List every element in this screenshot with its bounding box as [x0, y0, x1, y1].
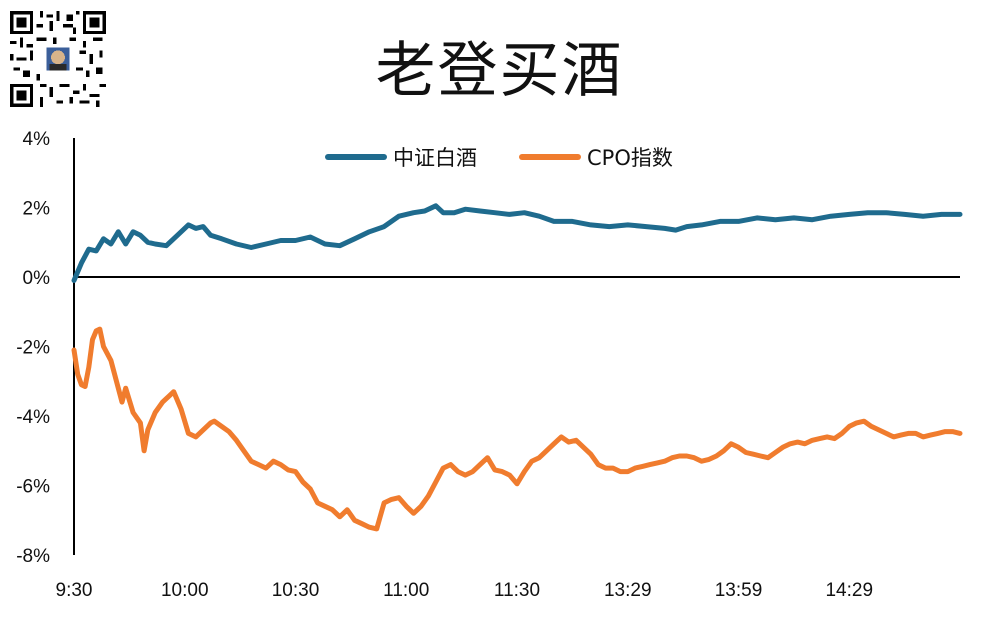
series-line-1	[71, 203, 963, 283]
qr-code-icon	[10, 11, 106, 107]
legend: 中证白酒 CPO指数	[325, 146, 673, 170]
y-tick-label: -8%	[16, 546, 50, 567]
series-line-2	[71, 326, 963, 532]
x-tick-label: 13:29	[604, 580, 652, 601]
legend-label-1: 中证白酒	[393, 146, 477, 170]
x-tick-label: 11:30	[494, 580, 540, 601]
avatar-icon	[43, 44, 73, 74]
legend-label-2: CPO指数	[587, 146, 673, 170]
y-tick-label: 0%	[23, 268, 51, 289]
y-tick-label: 4%	[23, 129, 51, 150]
y-axis-ticks: 4% 2% 0% -2% -4% -6% -8%	[16, 129, 50, 567]
y-tick-label: 2%	[23, 199, 51, 220]
y-tick-label: -4%	[16, 407, 50, 428]
x-tick-label: 13:59	[715, 580, 763, 601]
x-tick-label: 10:00	[161, 580, 209, 601]
x-axis-ticks: 9:30 10:00 10:30 11:00 11:30 13:29 13:59 14:29	[56, 580, 874, 601]
x-tick-label: 11:00	[383, 580, 429, 601]
x-tick-label: 10:30	[272, 580, 320, 601]
y-tick-label: -2%	[16, 338, 50, 359]
y-tick-label: -6%	[16, 477, 50, 498]
series-layer	[71, 203, 963, 532]
x-tick-label: 14:29	[825, 580, 873, 601]
chart-title: 老登买酒	[375, 36, 624, 106]
x-tick-label: 9:30	[56, 580, 93, 601]
